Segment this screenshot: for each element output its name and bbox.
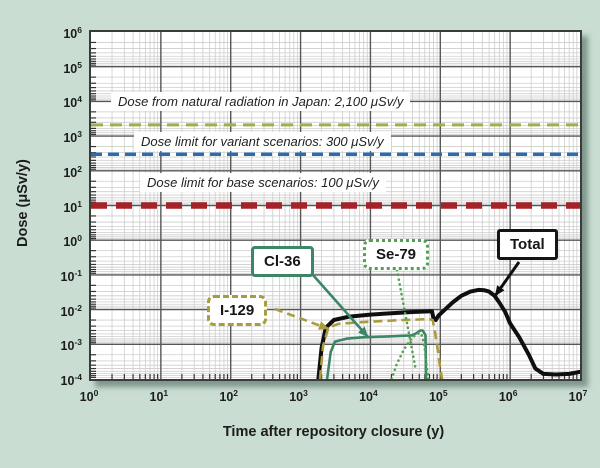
y-axis-title: Dose (μSv/y)	[15, 159, 31, 248]
cl-36-leader-line	[312, 274, 369, 338]
y-tick-label-10e5: 105	[63, 59, 82, 76]
y-tick-label-10e-2: 10-2	[60, 302, 82, 319]
se-79-series-label: Se-79	[363, 239, 430, 270]
y-tick-label-10e4: 104	[63, 94, 82, 111]
plot-area: Dose from natural radiation in Japan: 2,…	[89, 30, 582, 381]
x-tick-label-10e3: 103	[289, 388, 308, 405]
total-series-label: Total	[497, 229, 558, 260]
base-scenario-limit-annotation: Dose limit for base scenarios: 100 μSv/y	[140, 173, 386, 192]
x-tick-label-10e5: 105	[428, 388, 448, 405]
y-tick-label-10e-4: 10-4	[60, 372, 82, 389]
x-tick-label-10e7: 107	[568, 388, 588, 405]
y-tick-label-10e3: 103	[63, 129, 82, 146]
x-tick-label-10e2: 102	[219, 388, 239, 405]
cl-36-leader-arrowhead	[358, 326, 368, 337]
i-129-leader-arrowhead	[318, 321, 329, 330]
series-cl-36-curve	[325, 329, 428, 379]
x-tick-label-10e0: 100	[79, 388, 99, 405]
x-axis-title: Time after repository closure (y)	[222, 424, 445, 440]
y-tick-label-10e1: 101	[63, 198, 82, 215]
i-129-series-label: I-129	[207, 295, 268, 326]
series-se-79-curve	[390, 331, 430, 379]
series-i-129-curve	[318, 317, 444, 379]
x-tick-label-10e1: 101	[149, 388, 169, 405]
x-tick-label-10e6: 106	[498, 388, 518, 405]
cl-36-series-label: Cl-36	[251, 246, 314, 277]
chart-canvas	[91, 32, 580, 379]
i-129-leader-line	[274, 307, 330, 331]
x-tick-label-10e4: 104	[359, 388, 378, 405]
series-total-curve	[316, 287, 580, 379]
y-tick-label-10e0: 100	[63, 233, 82, 250]
variant-scenario-limit-annotation: Dose limit for variant scenarios: 300 μS…	[134, 132, 391, 151]
y-tick-label-10e-1: 10-1	[60, 267, 82, 285]
total-leader-arrowhead	[495, 285, 505, 296]
y-tick-label-10e-3: 10-3	[60, 337, 82, 354]
y-tick-label-10e6: 106	[63, 25, 82, 42]
y-tick-label-10e2: 102	[63, 163, 82, 180]
natural-radiation-annotation: Dose from natural radiation in Japan: 2,…	[111, 92, 411, 111]
